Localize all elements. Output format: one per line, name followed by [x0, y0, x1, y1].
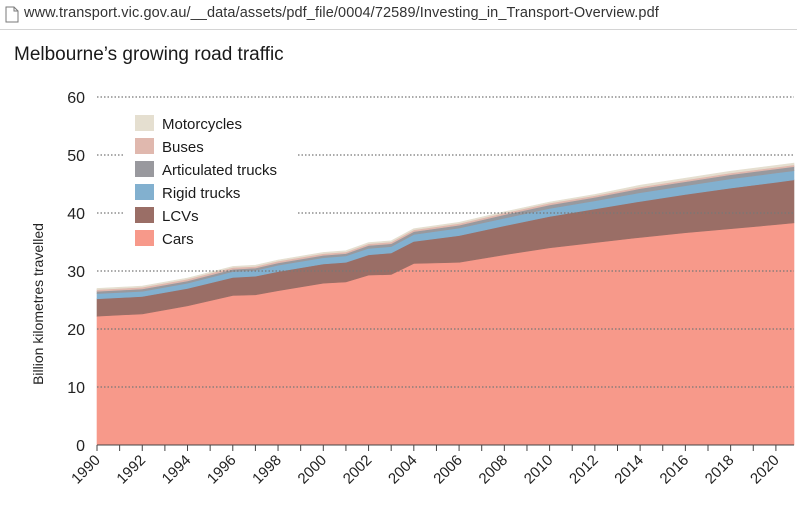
y-tick-label: 20 — [67, 322, 85, 339]
legend-label-cars: Cars — [162, 231, 194, 248]
legend-swatch-motorcycles — [135, 115, 154, 131]
x-tick-label: 2020 — [747, 452, 783, 488]
x-tick-label: 1990 — [68, 452, 104, 488]
area-motorcycles — [96, 162, 795, 290]
x-tick-label: 2018 — [702, 452, 738, 488]
road-traffic-chart: Motorcycles Buses Articulated trucks Rigid … — [30, 90, 795, 488]
y-tick-label: 60 — [67, 90, 85, 107]
y-tick-label: 50 — [67, 148, 85, 165]
y-tick-label: 30 — [67, 264, 85, 281]
legend-label-articulated-trucks: Articulated trucks — [162, 162, 277, 179]
x-tick-label: 2002 — [340, 452, 376, 488]
legend: Motorcycles Buses Articulated trucks Rigid … — [135, 115, 277, 248]
page-icon — [5, 6, 19, 23]
x-tick-label: 2000 — [295, 452, 331, 488]
x-tick-label: 1992 — [113, 452, 149, 488]
x-tick-label: 2012 — [566, 452, 602, 488]
x-tick-label: 2010 — [521, 452, 557, 488]
address-bar[interactable]: www.transport.vic.gov.au/__data/assets/p… — [0, 0, 797, 30]
legend-swatch-rigid-trucks — [135, 184, 154, 200]
x-tick-label: 2006 — [430, 452, 466, 488]
y-tick-label: 0 — [76, 438, 85, 455]
chart-title: Melbourne’s growing road traffic — [14, 44, 284, 65]
y-tick-label: 10 — [67, 380, 85, 397]
legend-label-buses: Buses — [162, 139, 204, 156]
legend-swatch-articulated-trucks — [135, 161, 154, 177]
legend-swatch-cars — [135, 230, 154, 246]
url-text[interactable]: www.transport.vic.gov.au/__data/assets/p… — [24, 5, 659, 21]
legend-swatch-lcvs — [135, 207, 154, 223]
legend-label-rigid-trucks: Rigid trucks — [162, 185, 240, 202]
x-tick-label: 1996 — [204, 452, 240, 488]
chart-panel: Melbourne’s growing road traffic Motorcy… — [0, 31, 797, 505]
legend-label-lcvs: LCVs — [162, 208, 199, 225]
x-tick-label: 2008 — [476, 452, 512, 488]
legend-swatch-buses — [135, 138, 154, 154]
x-tick-label: 2004 — [385, 452, 421, 488]
x-tick-label: 2016 — [657, 452, 693, 488]
area-series-group — [96, 162, 795, 446]
legend-label-motorcycles: Motorcycles — [162, 116, 242, 133]
y-tick-label: 40 — [67, 206, 85, 223]
x-tick-label: 1994 — [159, 452, 195, 488]
x-tick-label: 2014 — [611, 452, 647, 488]
y-axis-label: Billion kilometres travelled — [30, 223, 46, 385]
x-tick-label: 1998 — [249, 452, 285, 488]
gridlines — [97, 96, 794, 388]
